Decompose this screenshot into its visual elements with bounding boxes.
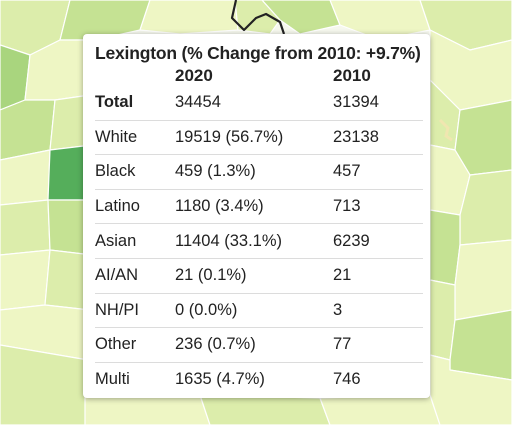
value-2010: 31394 [333,93,379,112]
value-2020: 11404 (33.1%) [175,231,283,250]
town-region[interactable] [429,209,461,286]
tooltip-title: Lexington (% Change from 2010: +9.7%) [95,43,421,63]
table-row: NH/PI 0 (0.0%) 3 [95,293,423,328]
town-outline [230,0,286,35]
row-label: AI/AN [95,266,139,285]
value-2010: 6239 [333,231,370,250]
table-row: Black 459 (1.3%) 457 [95,154,423,190]
row-label: Total [95,93,134,112]
header-2010: 2010 [333,66,371,85]
demographics-table: 2020 2010 Total 34454 31394 White 19519 … [95,66,423,396]
town-region[interactable] [454,239,512,321]
value-2010: 457 [333,162,361,181]
row-label: NH/PI [95,300,140,319]
table-row: Multi 1635 (4.7%) 746 [95,362,423,396]
value-2020: 0 (0.0%) [175,300,238,319]
value-2020: 34454 [175,93,221,112]
town-region[interactable] [0,199,51,256]
table-row: Total 34454 31394 [95,86,423,120]
table-row: Asian 11404 (33.1%) 6239 [95,223,423,259]
value-2010: 3 [333,300,343,319]
table-row: AI/AN 21 (0.1%) 21 [95,258,423,293]
value-2020: 236 (0.7%) [175,335,256,354]
town-tooltip: Lexington (% Change from 2010: +9.7%) 20… [83,34,430,398]
town-region[interactable] [199,394,331,425]
town-region[interactable] [319,394,441,425]
table-row: Latino 1180 (3.4%) 713 [95,189,423,224]
row-label: Multi [95,370,130,389]
value-2020: 21 (0.1%) [175,266,247,285]
town-region[interactable] [429,354,512,425]
value-2020: 1635 (4.7%) [175,370,265,389]
row-label: Asian [95,231,137,250]
town-region[interactable] [0,344,89,425]
value-2020: 459 (1.3%) [175,162,256,181]
value-2010: 21 [333,266,352,285]
value-2010: 23138 [333,127,379,146]
town-region[interactable] [449,309,512,381]
table-row: White 19519 (56.7%) 23138 [95,120,423,155]
row-label: White [95,127,138,146]
coastline [438,118,453,142]
table-header-row: 2020 2010 [95,66,423,86]
town-region[interactable] [0,249,51,311]
header-group [95,66,175,86]
value-2020: 19519 (56.7%) [175,127,284,146]
value-2010: 77 [333,335,352,354]
value-2010: 746 [333,370,361,389]
town-region[interactable] [261,0,341,35]
row-label: Other [95,335,137,354]
town-region[interactable] [0,149,51,206]
value-2010: 713 [333,197,361,216]
header-2020: 2020 [175,66,213,85]
town-region[interactable] [139,0,239,35]
row-label: Latino [95,197,140,216]
value-2020: 1180 (3.4%) [175,197,264,216]
row-label: Black [95,162,136,181]
table-row: Other 236 (0.7%) 77 [95,327,423,363]
